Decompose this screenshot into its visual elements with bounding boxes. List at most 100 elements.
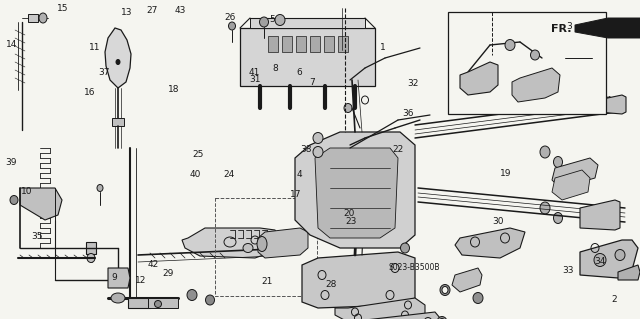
Text: 4: 4	[297, 170, 302, 179]
Ellipse shape	[154, 300, 161, 308]
Polygon shape	[20, 188, 62, 220]
Text: 20: 20	[343, 209, 355, 218]
Ellipse shape	[257, 236, 267, 251]
Text: 27: 27	[147, 6, 158, 15]
Text: 15: 15	[57, 4, 68, 13]
Ellipse shape	[615, 249, 625, 261]
Bar	[448, 12, 606, 114]
Ellipse shape	[440, 285, 450, 295]
Ellipse shape	[540, 146, 550, 158]
Text: 22: 22	[392, 145, 404, 154]
Text: FR.: FR.	[552, 24, 572, 34]
Text: 19: 19	[500, 169, 511, 178]
Text: 42: 42	[148, 260, 159, 269]
Text: 5: 5	[269, 15, 275, 24]
Ellipse shape	[228, 22, 236, 30]
Bar	[310, 36, 320, 52]
Text: 14: 14	[6, 40, 17, 49]
Polygon shape	[552, 170, 590, 200]
Text: 18: 18	[168, 85, 180, 94]
Text: 17: 17	[290, 190, 301, 199]
Text: 11: 11	[89, 43, 100, 52]
Polygon shape	[512, 68, 560, 102]
Text: 33: 33	[563, 266, 574, 275]
Text: 16: 16	[84, 88, 95, 97]
Ellipse shape	[243, 243, 253, 253]
Ellipse shape	[594, 254, 606, 266]
Bar	[282, 36, 292, 52]
Bar	[268, 36, 278, 52]
Polygon shape	[148, 298, 178, 308]
Bar	[324, 36, 334, 52]
Polygon shape	[598, 95, 626, 114]
Ellipse shape	[271, 242, 285, 254]
Bar	[215, 198, 317, 296]
Polygon shape	[302, 252, 415, 308]
Text: S023-B3500B: S023-B3500B	[388, 263, 440, 272]
Text: 41: 41	[249, 68, 260, 77]
Text: 25: 25	[193, 150, 204, 159]
Polygon shape	[258, 228, 308, 258]
Ellipse shape	[205, 295, 214, 305]
Bar	[86, 242, 96, 254]
Polygon shape	[580, 200, 620, 230]
Text: 37: 37	[98, 68, 109, 77]
Text: 34: 34	[595, 257, 606, 266]
Text: 28: 28	[326, 280, 337, 289]
Polygon shape	[452, 268, 482, 292]
Text: 3: 3	[567, 22, 572, 31]
Text: 23: 23	[345, 217, 356, 226]
Ellipse shape	[259, 17, 269, 27]
Text: 1: 1	[380, 43, 385, 52]
Ellipse shape	[401, 243, 410, 253]
Text: 30: 30	[492, 217, 504, 226]
Text: 40: 40	[189, 170, 201, 179]
Polygon shape	[182, 228, 280, 258]
Ellipse shape	[116, 60, 120, 64]
Polygon shape	[240, 28, 375, 86]
Text: 7: 7	[310, 78, 315, 87]
Ellipse shape	[313, 146, 323, 158]
Bar	[296, 36, 306, 52]
Polygon shape	[552, 158, 598, 188]
Polygon shape	[295, 132, 415, 248]
Ellipse shape	[39, 13, 47, 23]
Text: 35: 35	[31, 232, 43, 241]
Text: 2: 2	[612, 295, 617, 304]
Ellipse shape	[442, 286, 448, 293]
Text: 43: 43	[175, 6, 186, 15]
Ellipse shape	[437, 316, 447, 319]
Text: 32: 32	[407, 79, 419, 88]
Text: 31: 31	[249, 75, 260, 84]
Polygon shape	[618, 265, 640, 280]
Ellipse shape	[87, 254, 95, 263]
Text: 29: 29	[162, 269, 173, 278]
Text: 13: 13	[121, 8, 132, 17]
Polygon shape	[460, 62, 498, 95]
Ellipse shape	[505, 40, 515, 50]
Polygon shape	[28, 14, 38, 22]
Text: 24: 24	[223, 170, 235, 179]
Ellipse shape	[554, 212, 563, 224]
Text: 36: 36	[403, 109, 414, 118]
Ellipse shape	[540, 202, 550, 214]
Polygon shape	[108, 268, 130, 288]
Ellipse shape	[187, 290, 197, 300]
Polygon shape	[105, 28, 131, 88]
Ellipse shape	[10, 196, 18, 204]
Polygon shape	[335, 298, 425, 319]
Text: 21: 21	[262, 277, 273, 286]
Polygon shape	[250, 18, 365, 28]
Ellipse shape	[439, 318, 445, 319]
Ellipse shape	[97, 184, 103, 191]
Bar	[338, 36, 348, 52]
Text: 9: 9	[111, 273, 116, 282]
Text: 12: 12	[135, 276, 147, 285]
Polygon shape	[128, 298, 150, 308]
Polygon shape	[455, 228, 525, 258]
Ellipse shape	[473, 293, 483, 303]
Ellipse shape	[111, 293, 125, 303]
Ellipse shape	[344, 103, 352, 113]
Ellipse shape	[313, 132, 323, 144]
Polygon shape	[580, 240, 638, 278]
